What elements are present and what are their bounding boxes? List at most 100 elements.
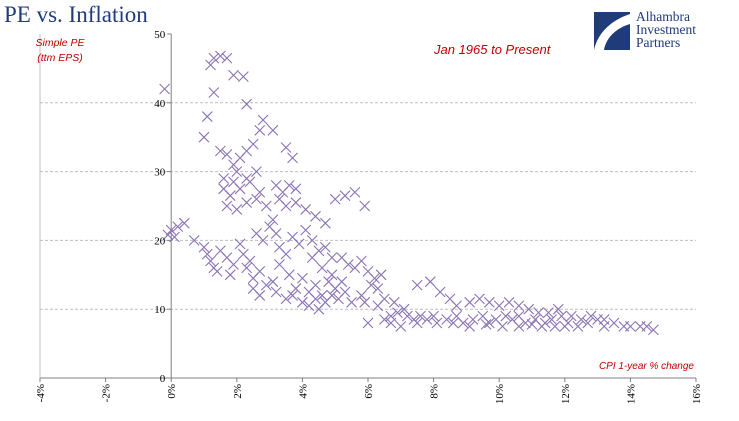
data-point: [520, 317, 531, 329]
logo-text: Alhambra Investment Partners: [636, 9, 696, 50]
data-point: [647, 324, 659, 336]
data-point: [201, 111, 213, 122]
data-point: [254, 290, 266, 301]
data-point: [257, 235, 269, 246]
data-point: [513, 300, 525, 312]
data-point: [162, 229, 174, 241]
data-point: [526, 318, 538, 330]
y-axis-label: Simple PE (ttm EPS): [20, 36, 100, 66]
data-point: [287, 290, 298, 301]
data-point: [241, 197, 253, 208]
data-point: [221, 52, 233, 64]
data-point: [300, 204, 312, 215]
x-tick-label: 8%: [429, 384, 441, 399]
data-point: [267, 214, 279, 226]
y-tick-label: 50: [154, 29, 166, 41]
data-point: [362, 317, 374, 329]
alhambra-logo-icon: [594, 12, 630, 50]
data-point: [254, 124, 266, 136]
data-point: [497, 321, 508, 332]
data-point: [483, 296, 495, 308]
data-point: [441, 314, 453, 325]
data-point: [270, 228, 282, 239]
data-point: [188, 235, 200, 246]
data-point: [559, 321, 571, 332]
tick-labels: 0 10 20 30 40 50 -4% -2% 0% 2% 4% 6% 8% 10% 12% 14% 16%: [35, 29, 703, 404]
data-point: [359, 200, 371, 212]
data-point: [483, 317, 495, 329]
data-point: [319, 217, 331, 229]
data-point: [533, 307, 544, 319]
data-point: [451, 300, 462, 312]
data-point: [280, 200, 292, 212]
data-point: [398, 303, 410, 315]
data-point: [388, 296, 400, 308]
data-point: [500, 310, 512, 322]
data-point: [228, 259, 239, 270]
data-point: [326, 269, 338, 281]
data-point: [310, 210, 321, 222]
gridlines: [40, 102, 696, 310]
y-tick-label: 10: [154, 304, 166, 316]
logo-line-3: Partners: [636, 35, 681, 50]
data-point: [536, 321, 548, 332]
data-point: [218, 173, 230, 184]
data-point: [178, 217, 190, 229]
x-tick-label: 10%: [494, 384, 506, 404]
y-tick-label: 30: [154, 167, 166, 179]
data-points: [159, 50, 659, 336]
x-tick-label: 16%: [691, 384, 703, 404]
data-point: [379, 293, 390, 305]
data-point: [572, 321, 584, 332]
data-point: [480, 318, 492, 330]
data-point: [503, 296, 515, 308]
data-point: [375, 269, 387, 281]
company-logo: Alhambra Investment Partners: [590, 10, 735, 52]
data-point: [379, 314, 390, 325]
data-point: [608, 317, 620, 329]
data-point: [254, 186, 266, 198]
data-point: [369, 272, 380, 284]
x-tick-label: 0%: [166, 384, 178, 399]
data-point: [565, 310, 577, 322]
data-point: [300, 224, 312, 236]
data-point: [310, 293, 321, 305]
data-point: [290, 183, 302, 195]
data-point: [431, 317, 443, 329]
data-point: [316, 290, 328, 301]
data-point: [493, 300, 505, 312]
data-point: [221, 200, 233, 212]
data-point: [221, 149, 233, 160]
data-point: [319, 241, 331, 253]
x-tick-label: -2%: [101, 384, 113, 402]
data-point: [198, 131, 210, 143]
data-point: [283, 179, 295, 191]
data-point: [339, 286, 351, 298]
x-tick-label: 14%: [625, 384, 637, 404]
data-point: [270, 286, 282, 298]
data-point: [280, 248, 292, 260]
data-point: [159, 83, 171, 95]
data-point: [428, 310, 439, 322]
data-point: [316, 262, 328, 274]
data-point: [169, 231, 180, 243]
data-point: [208, 87, 220, 98]
data-point: [329, 193, 341, 205]
data-point: [244, 255, 256, 267]
data-point: [274, 259, 285, 270]
data-point: [251, 193, 262, 205]
data-point: [523, 303, 535, 315]
data-point: [356, 290, 367, 301]
data-point: [244, 176, 256, 188]
x-tick-label: 4%: [297, 384, 309, 399]
data-point: [234, 183, 246, 195]
data-point: [293, 238, 305, 250]
data-point: [395, 321, 407, 332]
logo-line-1: Alhambra: [636, 9, 690, 24]
logo-line-2: Investment: [636, 22, 696, 37]
x-tick-label: 6%: [363, 384, 375, 399]
data-point: [365, 279, 377, 291]
data-point: [392, 307, 403, 319]
data-point: [447, 317, 459, 329]
